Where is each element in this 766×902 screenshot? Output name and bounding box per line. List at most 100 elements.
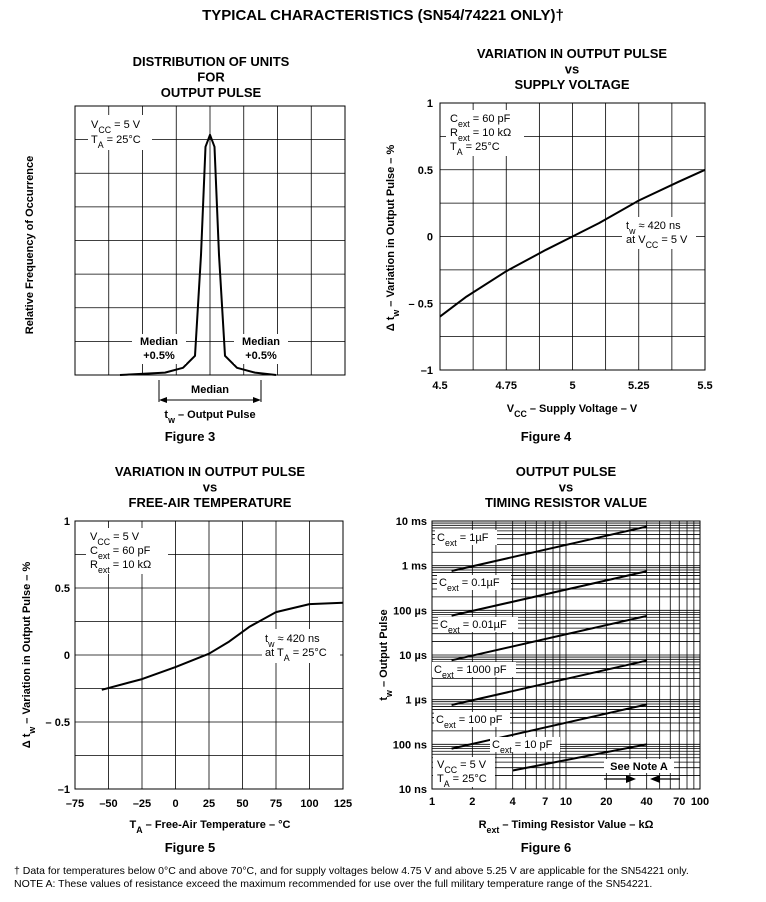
text-span: ≈ 420 ns <box>274 633 320 645</box>
text-span: = 25°C <box>290 647 327 659</box>
y-tick-label: 100 µs <box>393 605 427 617</box>
y-tick-label: 0.5 <box>55 583 70 595</box>
y-tick-label: 10 ms <box>396 516 427 528</box>
text-span: T <box>437 773 444 785</box>
subscript-span: ext <box>487 825 500 835</box>
x-tick-label: 5.25 <box>628 380 649 392</box>
y-tick-label: 100 ns <box>393 739 427 751</box>
subscript-span: A <box>444 779 450 789</box>
text-span: V <box>638 234 646 246</box>
chart-title-line: OUTPUT PULSE <box>516 464 617 479</box>
text-span: C <box>434 664 442 676</box>
condition-label: TA = 25°C <box>91 134 141 150</box>
chart-title-line: VARIATION IN OUTPUT PULSE <box>115 464 306 479</box>
label-background <box>438 617 518 632</box>
subscript-span: ext <box>447 583 459 593</box>
x-tick-label: 5 <box>569 380 575 392</box>
note-arrowhead-left <box>650 775 660 783</box>
text-span: = 10 kΩ <box>470 127 512 139</box>
subscript-span: ext <box>445 538 457 548</box>
text-span: – Output Pulse <box>378 609 390 690</box>
chart-title-line: vs <box>559 480 573 495</box>
label-background <box>490 737 560 752</box>
text-span: T <box>450 141 457 153</box>
page-title: TYPICAL CHARACTERISTICS (SN54/74221 ONLY… <box>202 7 564 24</box>
text-span: = 25°C <box>104 134 141 146</box>
temperature-curve <box>101 601 344 691</box>
text-span: = 0.1µF <box>459 577 500 589</box>
label-background <box>437 575 511 590</box>
x-axis-label: VCC – Supply Voltage – V <box>507 403 638 419</box>
x-tick-label: 0 <box>172 798 178 810</box>
label-background <box>88 115 152 150</box>
x-tick-label: 2 <box>469 796 475 808</box>
text-span: R <box>90 559 98 571</box>
subscript-span: ext <box>458 119 470 129</box>
y-tick-label: – 0.5 <box>409 298 433 310</box>
text-span: C <box>437 532 445 544</box>
text-span: R <box>450 127 458 139</box>
condition-label: Cext = 60 pF <box>450 113 511 129</box>
subscript-span: ext <box>448 625 460 635</box>
text-span: V <box>91 119 99 131</box>
series-line <box>451 659 647 706</box>
label-background <box>604 759 674 773</box>
annotation-line: at TA = 25°C <box>265 647 327 663</box>
text-span: at <box>265 647 277 659</box>
y-axis-label: Δ tw – Variation in Output Pulse – % <box>385 145 401 332</box>
series-line <box>451 525 647 572</box>
median-center-label: Median <box>191 384 229 396</box>
y-tick-label: –1 <box>58 784 70 796</box>
x-tick-label: 125 <box>334 798 352 810</box>
median-arrowhead-right <box>253 397 261 403</box>
series-line <box>451 703 647 750</box>
subscript-span: CC <box>646 240 659 250</box>
median-left-label: Median <box>140 336 178 348</box>
text-span: T <box>277 647 284 659</box>
x-tick-label: –25 <box>133 798 151 810</box>
text-span: Δ t <box>21 733 33 748</box>
footnote-dagger: † Data for temperatures below 0°C and ab… <box>14 865 689 877</box>
y-axis-label: Relative Frequency of Occurrence <box>24 156 36 335</box>
subscript-span: ext <box>98 565 110 575</box>
see-note-label: See Note A <box>610 761 668 773</box>
y-tick-label: 1 <box>64 516 70 528</box>
x-tick-label: 100 <box>691 796 709 808</box>
series-label: Cext = 100 pF <box>436 714 503 730</box>
label-background <box>446 110 524 156</box>
chart-title-line: SUPPLY VOLTAGE <box>514 77 629 92</box>
subscript-span: ext <box>458 133 470 143</box>
subscript-span: CC <box>98 125 111 135</box>
chart-title-line: vs <box>565 62 579 77</box>
x-axis-label: tw – Output Pulse <box>164 409 255 425</box>
text-span: – Free-Air Temperature – °C <box>143 819 291 831</box>
text-span: = 25°C <box>450 773 487 785</box>
x-tick-label: 4.5 <box>432 380 447 392</box>
text-span: at <box>626 234 638 246</box>
text-span: Δ t <box>385 316 397 331</box>
label-background <box>433 757 495 787</box>
chart-title-line: vs <box>203 480 217 495</box>
text-span: – Output Pulse <box>175 409 256 421</box>
x-tick-label: –75 <box>66 798 84 810</box>
x-tick-label: 4.75 <box>496 380 517 392</box>
figure-label: Figure 6 <box>521 840 572 855</box>
annotation-line: at VCC = 5 V <box>626 234 688 250</box>
subscript-span: CC <box>97 537 110 547</box>
text-span: V <box>90 531 98 543</box>
y-tick-label: 10 µs <box>399 650 427 662</box>
subscript-span: w <box>167 415 175 425</box>
subscript-span: w <box>267 639 275 649</box>
text-span: = 5 V <box>110 531 140 543</box>
series-label: Cext = 1µF <box>437 532 489 548</box>
distribution-curve <box>119 133 277 376</box>
text-span: = 25°C <box>463 141 500 153</box>
y-tick-label: – 0.5 <box>46 717 70 729</box>
x-tick-label: –50 <box>99 798 117 810</box>
plot-frame <box>74 105 346 376</box>
text-span: t <box>164 409 168 421</box>
label-background <box>432 662 516 677</box>
text-span: – Timing Resistor Value – kΩ <box>499 819 653 831</box>
